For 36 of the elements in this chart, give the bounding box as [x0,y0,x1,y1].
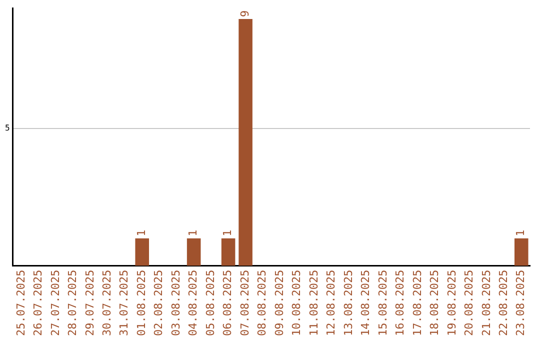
data-label: 1 [134,230,148,236]
x-tick-label: 08.08.2025 [256,270,269,336]
x-tick-label: 20.08.2025 [462,270,476,336]
x-tick-label: 12.08.2025 [324,270,338,336]
x-tick-label: 01.08.2025 [134,270,148,336]
x-tick-label: 25.07.2025 [14,270,28,336]
y-tick-label: 5 [4,124,10,133]
x-tick-label: 14.08.2025 [359,270,372,336]
x-tick-label: 18.08.2025 [428,270,442,336]
data-label: 9 [238,10,252,17]
x-tick-label: 10.08.2025 [290,270,304,336]
data-label: 1 [514,230,528,236]
x-tick-label: 19.08.2025 [445,270,458,336]
x-tick-label: 16.08.2025 [394,270,407,336]
x-tick-label: 03.08.2025 [169,270,182,336]
x-tick-label: 22.08.2025 [497,270,510,336]
x-tick-label: 23.08.2025 [514,270,528,336]
x-tick-label: 11.08.2025 [307,270,320,336]
x-tick-label: 27.07.2025 [48,270,62,336]
x-tick-label: 29.07.2025 [83,270,96,336]
x-tick-label: 30.07.2025 [100,270,114,336]
x-tick-label: 21.08.2025 [480,270,493,336]
x-tick-label: 15.08.2025 [376,270,390,336]
x-tick-label: 04.08.2025 [186,270,200,336]
data-label: 1 [221,230,234,236]
x-tick-label: 02.08.2025 [152,270,166,336]
x-tick-label: 09.08.2025 [272,270,286,336]
x-tick-label: 07.08.2025 [238,270,252,336]
data-label: 1 [186,230,200,236]
x-tick-label: 28.07.2025 [66,270,80,336]
x-tick-label: 26.07.2025 [32,270,45,336]
x-tick-label: 13.08.2025 [342,270,355,336]
x-tick-label: 05.08.2025 [204,270,217,336]
x-tick-label: 31.07.2025 [118,270,131,336]
x-tick-label: 06.08.2025 [221,270,234,336]
x-tick-label: 17.08.2025 [410,270,424,336]
